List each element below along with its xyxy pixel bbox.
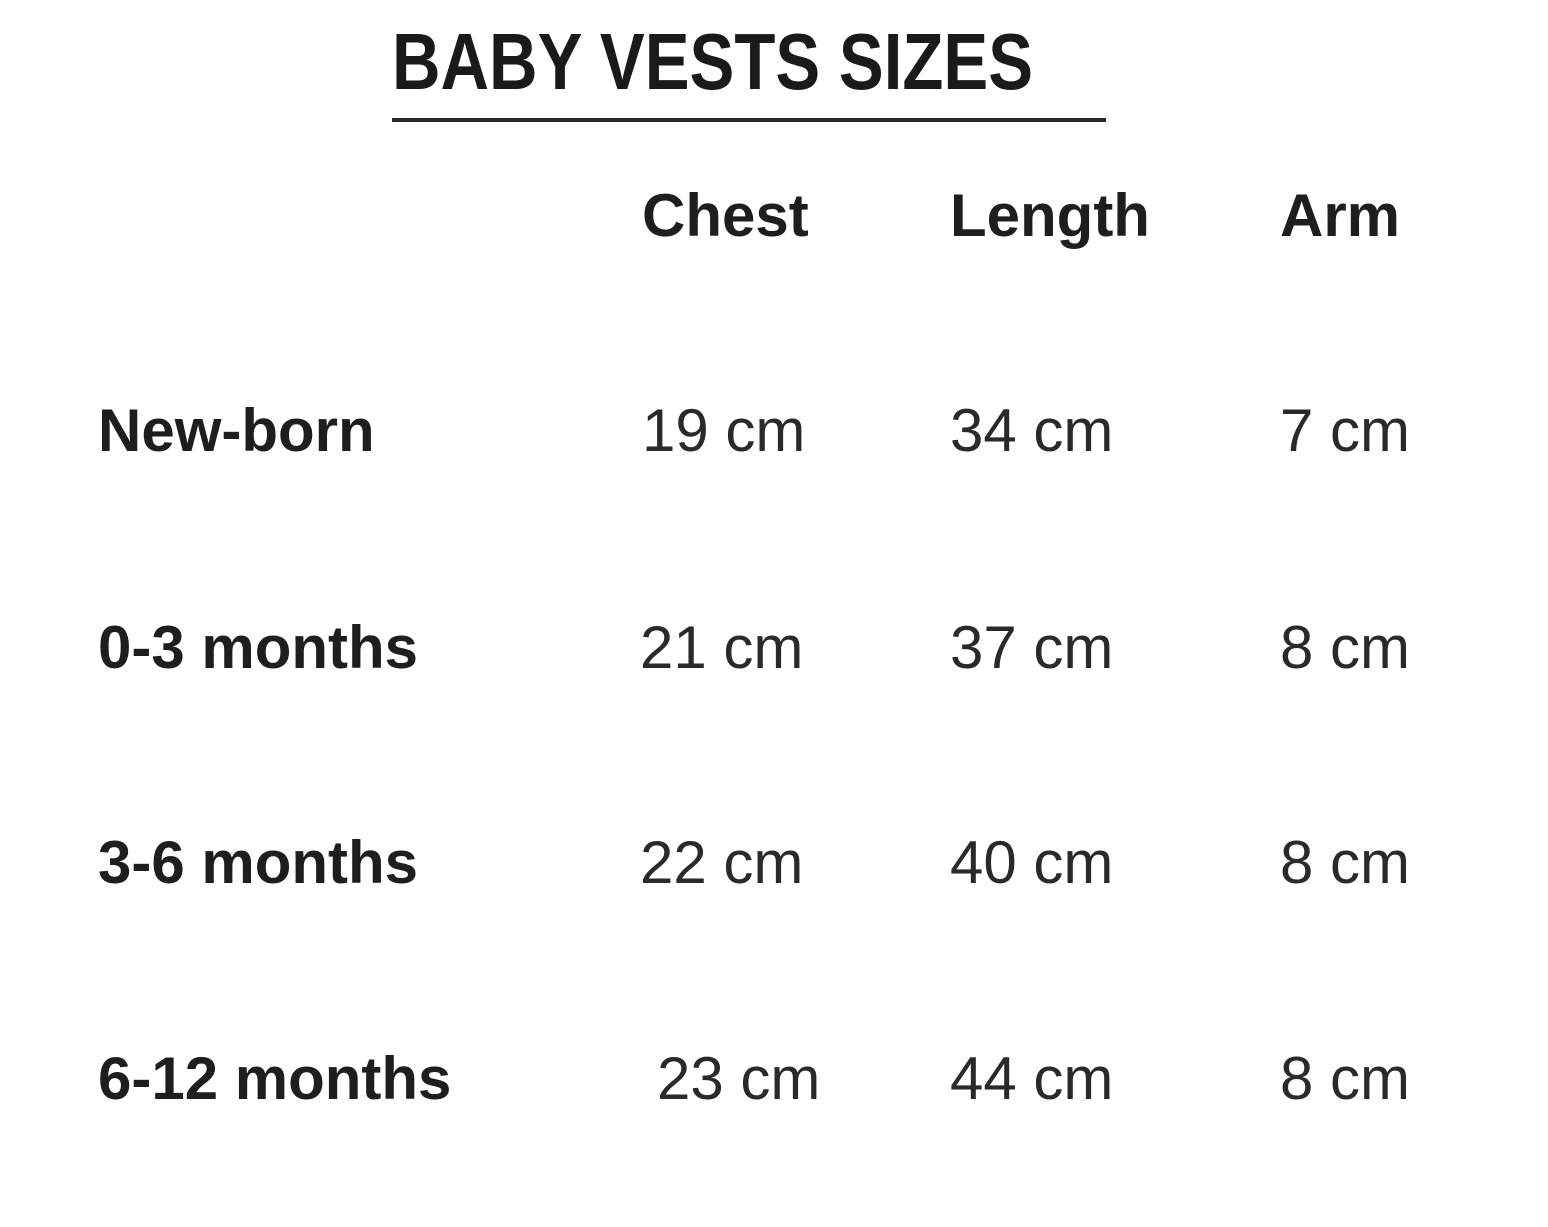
chest-value: 21 cm: [640, 614, 804, 681]
arm-value: 8 cm: [1280, 614, 1411, 681]
page-title: BABY VESTS SIZES: [392, 17, 1106, 122]
length-value: 40 cm: [950, 829, 1114, 896]
chest-value: 22 cm: [640, 829, 804, 896]
title-text: BABY VESTS SIZES: [392, 17, 1034, 106]
length-value: 44 cm: [950, 1045, 1114, 1112]
arm-value: 8 cm: [1280, 829, 1411, 896]
arm-value: 8 cm: [1280, 1045, 1411, 1112]
arm-value: 7 cm: [1280, 397, 1411, 464]
chest-value: 19 cm: [642, 397, 806, 464]
length-value: 34 cm: [950, 397, 1114, 464]
column-header-chest: Chest: [642, 182, 809, 249]
size-label: 6-12 months: [98, 1045, 452, 1112]
title-underline: [392, 118, 1106, 122]
column-header-length: Length: [950, 182, 1150, 249]
size-label: 3-6 months: [98, 829, 419, 896]
size-label: 0-3 months: [98, 614, 419, 681]
chest-value: 23 cm: [657, 1045, 821, 1112]
column-header-arm: Arm: [1280, 182, 1401, 249]
length-value: 37 cm: [950, 614, 1114, 681]
size-label: New-born: [98, 397, 375, 464]
